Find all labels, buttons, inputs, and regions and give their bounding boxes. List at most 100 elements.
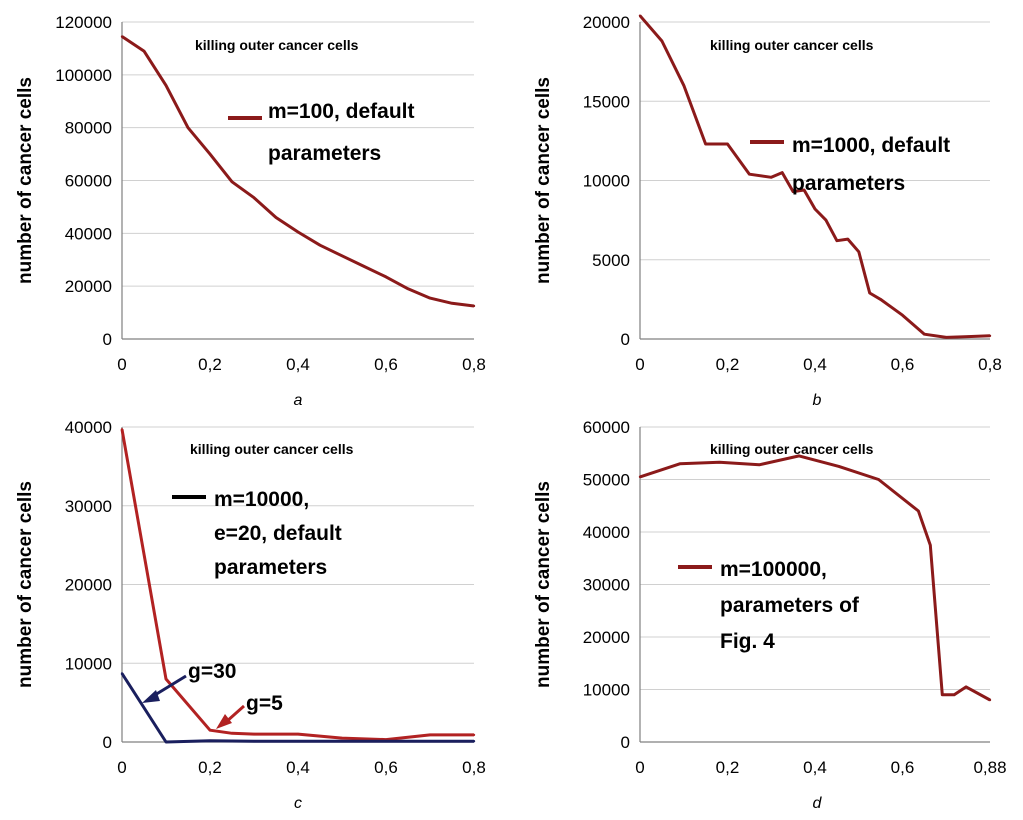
data-point [953, 693, 956, 696]
y-tick-label: 60000 [583, 418, 630, 437]
data-point [340, 254, 344, 257]
legend-label: m=100000, parameters of Fig. 4 [720, 558, 860, 653]
data-point [917, 509, 920, 513]
data-point [857, 250, 860, 254]
x-tick-label: 0,2 [198, 758, 222, 777]
data-point [877, 478, 880, 481]
data-point [472, 304, 476, 308]
y-tick-label: 40000 [65, 418, 112, 437]
legend-label: m=100, default parameters [268, 100, 414, 165]
x-tick-label: 0,6 [374, 355, 398, 374]
x-tick-label: 0,4 [803, 758, 827, 777]
y-tick-label: 0 [621, 733, 630, 752]
y-tick-label: 40000 [65, 224, 112, 243]
data-point [945, 336, 948, 339]
data-point [384, 275, 388, 279]
panel-letter: b [813, 392, 822, 409]
arrow-head [142, 690, 160, 703]
x-tick-label: 0,6 [891, 355, 915, 374]
series-line [120, 429, 474, 742]
y-tick-label: 20000 [583, 13, 630, 32]
data-point [802, 188, 806, 192]
data-point [164, 84, 168, 87]
y-tick-label: 15000 [583, 92, 630, 111]
data-point [340, 740, 344, 743]
legend-label: m=10000, e=20, default parameters [214, 488, 342, 579]
data-point [638, 475, 642, 479]
data-point [879, 298, 882, 301]
y-tick-label: 0 [621, 330, 630, 349]
data-point [296, 230, 300, 234]
y-tick-label: 120000 [55, 13, 112, 32]
x-tick-label: 0 [635, 355, 644, 374]
x-tick-label: 0 [117, 355, 126, 374]
data-point [164, 740, 168, 744]
data-point [120, 428, 124, 431]
data-point [929, 543, 932, 547]
data-point [230, 180, 234, 184]
x-tick-label: 0,2 [716, 355, 740, 374]
data-point [941, 693, 944, 696]
panel-title: killing outer cancer cells [710, 37, 874, 53]
data-point [726, 142, 729, 146]
x-tick-label: 0,6 [891, 758, 915, 777]
panel-letter: d [813, 795, 823, 812]
panel-letter: c [294, 795, 302, 812]
data-point [472, 733, 476, 737]
data-point [791, 190, 795, 193]
x-tick-label: 0 [117, 758, 126, 777]
y-tick-label: 20000 [583, 628, 630, 647]
data-point [362, 265, 366, 268]
data-point [472, 740, 476, 743]
data-point [252, 196, 256, 199]
data-point [384, 740, 388, 743]
y-tick-label: 10000 [583, 681, 630, 700]
data-point [274, 216, 278, 219]
y-axis-label: number of cancer cells [15, 77, 36, 284]
x-tick-label: 0,2 [716, 758, 740, 777]
data-point [660, 39, 664, 43]
data-point [208, 728, 212, 732]
y-tick-label: 10000 [583, 172, 630, 191]
panel-letter: a [294, 392, 303, 409]
data-point [230, 732, 234, 735]
data-point [988, 698, 992, 702]
x-tick-label: 0,8 [462, 758, 486, 777]
data-point [988, 334, 992, 338]
y-tick-label: 10000 [65, 654, 112, 673]
legend-label: m=1000, default parameters [792, 134, 950, 195]
data-point [837, 465, 841, 468]
y-tick-label: 40000 [583, 523, 630, 542]
panel-title: killing outer cancer cells [190, 441, 354, 457]
data-point [964, 685, 968, 689]
y-tick-label: 5000 [592, 251, 630, 270]
data-point [296, 732, 300, 736]
data-point [780, 171, 784, 174]
x-tick-label: 0 [635, 758, 644, 777]
y-tick-label: 80000 [65, 119, 112, 138]
chart-panel-a: 0 20000 40000 60000 80000 100000 120000 0 0,2 0,4… [15, 13, 486, 409]
y-tick-label: 50000 [583, 471, 630, 490]
y-tick-label: 20000 [65, 277, 112, 296]
data-point [208, 739, 212, 743]
arrow-head [216, 714, 232, 729]
x-tick-label: 0,6 [374, 758, 398, 777]
x-tick-label: 0,88 [973, 758, 1006, 777]
x-tick-label: 0,8 [978, 355, 1002, 374]
data-point [846, 237, 850, 241]
data-point [186, 126, 190, 129]
y-tick-label: 20000 [65, 576, 112, 595]
data-point [428, 740, 432, 743]
y-tick-label: 30000 [583, 576, 630, 595]
data-point [824, 218, 828, 222]
data-point [797, 454, 801, 458]
chart-panel-b: 0 5000 10000 15000 20000 0 0,2 0,4 0,6 0,8 number … [533, 13, 1002, 409]
x-tick-label: 0,4 [286, 758, 310, 777]
data-point [450, 302, 454, 305]
data-point [748, 172, 751, 176]
data-point [638, 14, 642, 17]
data-point [682, 84, 685, 87]
annotation-g30: g=30 [188, 660, 236, 683]
y-tick-label: 0 [103, 330, 112, 349]
